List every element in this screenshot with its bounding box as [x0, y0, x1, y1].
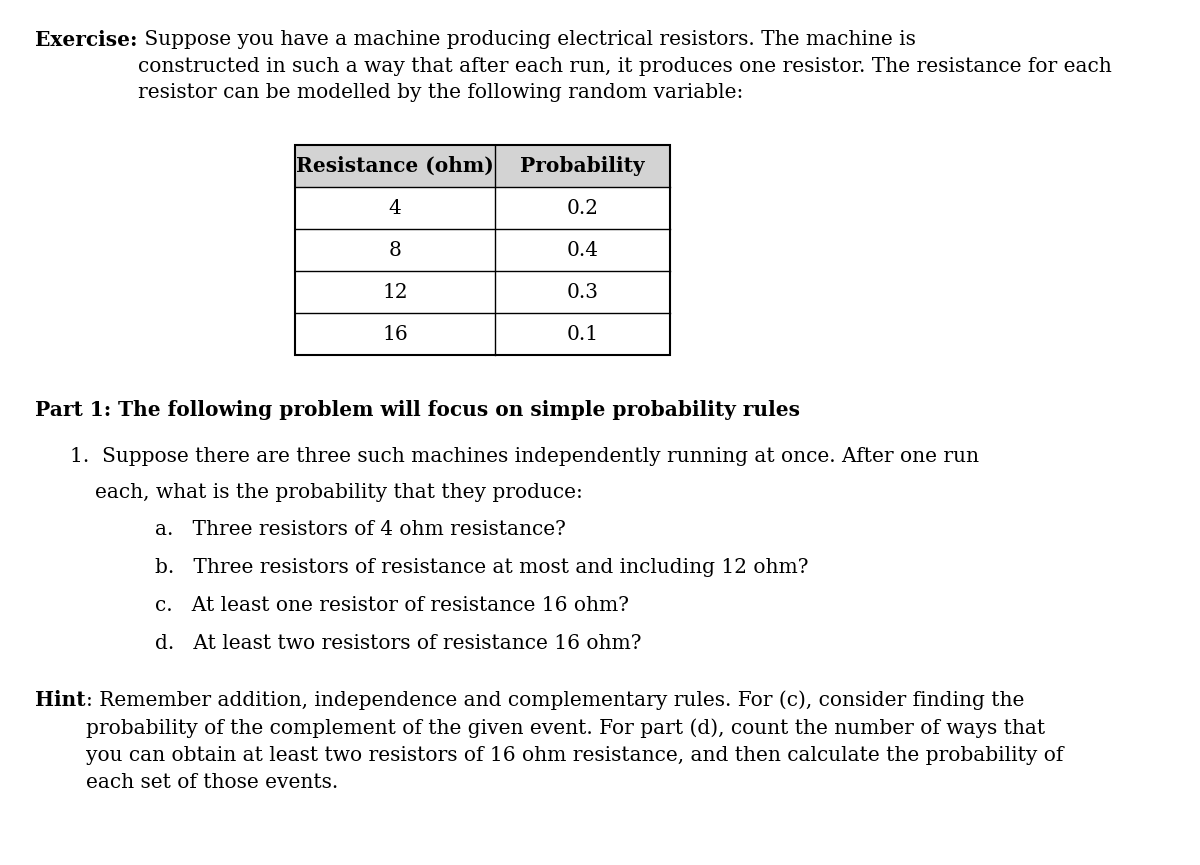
Text: b.   Three resistors of resistance at most and including 12 ohm?: b. Three resistors of resistance at most… — [155, 558, 809, 577]
Text: Hint: Hint — [35, 690, 85, 710]
Text: The following problem will focus on simple probability rules: The following problem will focus on simp… — [112, 400, 800, 420]
Text: 16: 16 — [382, 324, 408, 343]
Text: 0.4: 0.4 — [566, 240, 599, 260]
Text: 0.2: 0.2 — [566, 198, 599, 217]
Text: 0.1: 0.1 — [566, 324, 599, 343]
Text: c.   At least one resistor of resistance 16 ohm?: c. At least one resistor of resistance 1… — [155, 596, 629, 615]
Text: Exercise:: Exercise: — [35, 30, 138, 50]
Text: 1.  Suppose there are three such machines independently running at once. After o: 1. Suppose there are three such machines… — [70, 447, 979, 466]
Text: each, what is the probability that they produce:: each, what is the probability that they … — [95, 483, 583, 502]
Text: Probability: Probability — [521, 156, 644, 176]
Text: 0.3: 0.3 — [566, 283, 599, 302]
Text: : Remember addition, independence and complementary rules. For (c), consider fin: : Remember addition, independence and co… — [85, 690, 1063, 792]
Text: 8: 8 — [389, 240, 402, 260]
Text: 12: 12 — [382, 283, 408, 302]
Text: a.   Three resistors of 4 ohm resistance?: a. Three resistors of 4 ohm resistance? — [155, 520, 566, 539]
Text: Resistance (ohm): Resistance (ohm) — [296, 156, 494, 176]
Bar — [295, 145, 670, 355]
Text: 4: 4 — [389, 198, 401, 217]
Bar — [295, 145, 670, 187]
Text: Part 1:: Part 1: — [35, 400, 112, 420]
Text: d.   At least two resistors of resistance 16 ohm?: d. At least two resistors of resistance … — [155, 634, 642, 653]
Text: Suppose you have a machine producing electrical resistors. The machine is
constr: Suppose you have a machine producing ele… — [138, 30, 1111, 102]
